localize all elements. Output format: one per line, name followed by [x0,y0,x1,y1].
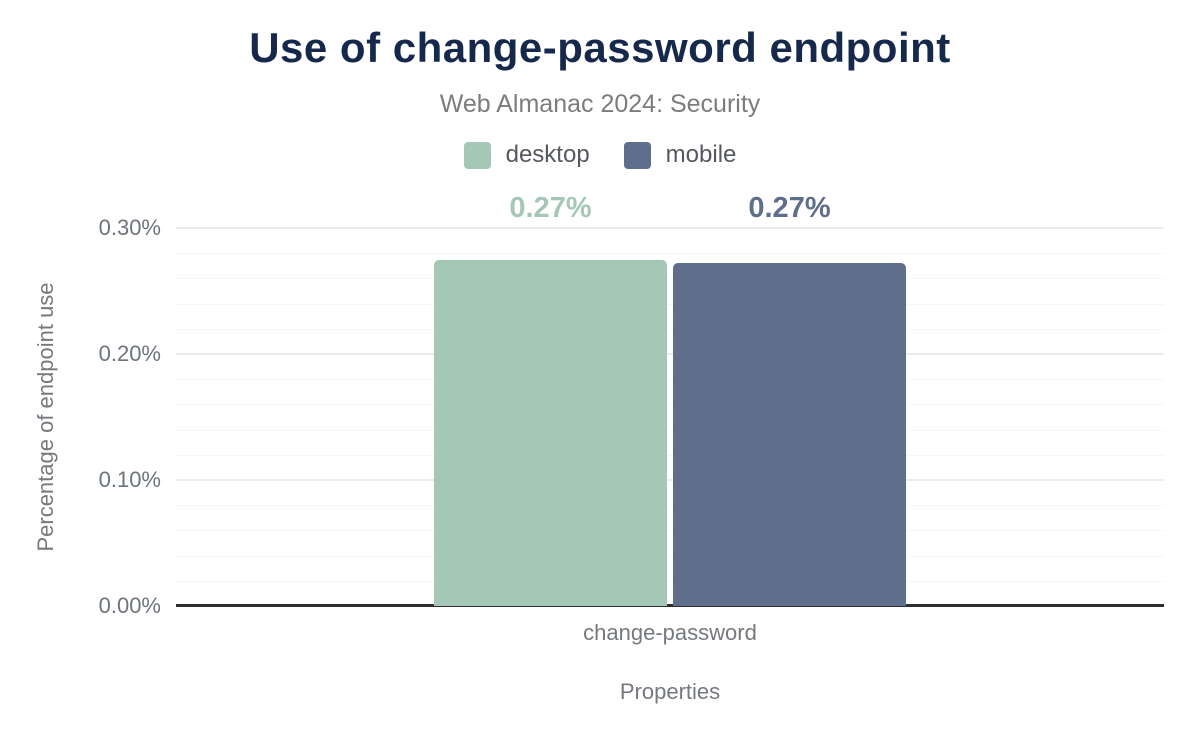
chart-subtitle: Web Almanac 2024: Security [439,90,761,118]
legend-swatch-desktop [463,141,491,169]
gridline-minor [176,429,1164,431]
plot-area: 0.27% 0.27% [176,193,1164,607]
y-axis-title: Percentage of endpoint use [33,282,58,552]
gridline-minor [176,253,1164,255]
y-tick-label: 0.30% [98,215,161,240]
gridline-minor [176,328,1164,330]
legend-item-mobile[interactable]: mobile [623,141,737,169]
gridline-minor [176,303,1164,305]
gridline-minor [176,580,1164,582]
x-tick-label: change-password [583,620,757,645]
x-axis-title: Properties [619,679,721,704]
legend-item-desktop[interactable]: desktop [463,141,590,169]
y-tick-label: 0.10% [98,467,161,492]
x-axis-baseline [176,604,1164,607]
gridline-minor [176,530,1164,532]
bar-mobile[interactable] [673,263,906,606]
bar-desktop[interactable] [434,259,667,606]
y-tick-label: 0.20% [98,341,161,366]
legend-label-mobile: mobile [665,141,737,168]
legend-swatch-mobile [623,141,651,169]
gridline-minor [176,404,1164,406]
gridline-minor [176,555,1164,557]
gridline-minor [176,505,1164,507]
gridline-major [176,227,1164,229]
gridline-minor [176,278,1164,280]
legend: desktop mobile [0,141,1200,169]
legend-label-desktop: desktop [505,141,590,168]
y-tick-label: 0.00% [98,593,161,618]
chart-title: Use of change-password endpoint [249,24,951,71]
value-label-desktop: 0.27% [509,192,592,224]
value-label-mobile: 0.27% [748,192,831,224]
gridline-major [176,353,1164,355]
gridline-major [176,479,1164,481]
gridline-minor [176,454,1164,456]
gridline-minor [176,379,1164,381]
